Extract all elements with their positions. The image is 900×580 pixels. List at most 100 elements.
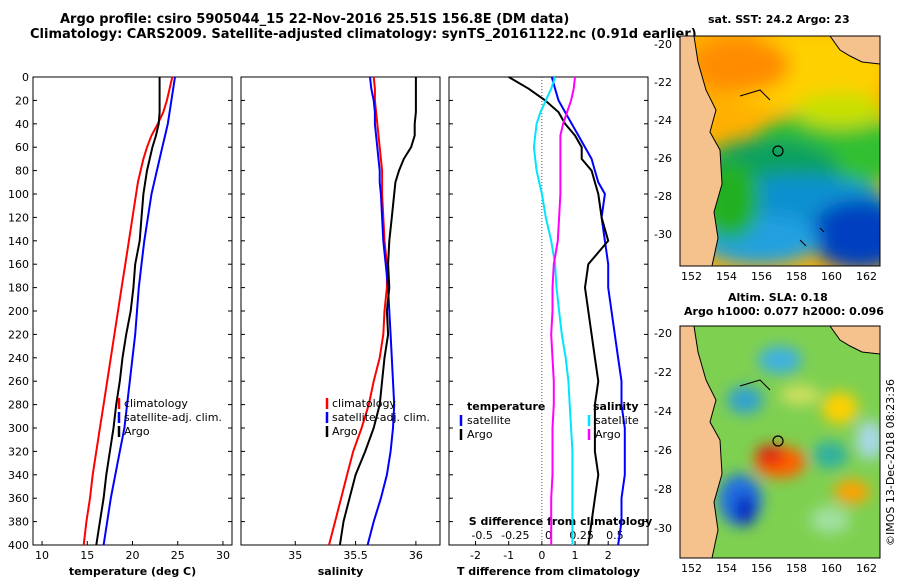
legend-title-salinity: salinity — [593, 400, 639, 413]
plot-frame — [32, 76, 233, 546]
y-tick-label: 180 — [8, 282, 29, 295]
legend-title-temperature: temperature — [467, 400, 545, 413]
s-diff-tick-label: -0.25 — [501, 529, 529, 542]
y-tick-label: 380 — [8, 516, 29, 529]
y-tick-label: 320 — [8, 445, 29, 458]
panel-salinity: 35 35.5 36 salinity climatologysatellite-adj… — [240, 76, 441, 578]
map-lon-tick-label: 154 — [716, 562, 737, 575]
argo-position-marker — [772, 145, 784, 157]
series-line-s-satellite — [532, 76, 574, 545]
map-lon-tick-label: 160 — [821, 562, 842, 575]
map-lon-tick-label: 152 — [681, 562, 702, 575]
sla-map-title-2: Argo h1000: 0.077 h2000: 0.096 — [684, 305, 884, 318]
legend-label: climatology — [332, 397, 396, 410]
y-tick-label: 80 — [15, 165, 29, 178]
legend-label: satellite-adj. clim. — [332, 411, 430, 424]
s-diff-tick-label: -0.5 — [471, 529, 492, 542]
s-diff-axis-label: S difference from climatology — [469, 515, 653, 528]
y-tick-label: 120 — [8, 211, 29, 224]
y-tick-label: 340 — [8, 469, 29, 482]
legend-label: Argo — [467, 428, 493, 441]
legend-label: Argo — [332, 425, 358, 438]
map-lat-tick-label: -28 — [654, 190, 672, 203]
map-lat-tick-label: -26 — [654, 444, 672, 457]
y-tick-label: 100 — [8, 188, 29, 201]
legend-label: climatology — [124, 397, 188, 410]
y-tick-label: 140 — [8, 235, 29, 248]
map-lat-tick-label: -22 — [654, 76, 672, 89]
map-lat-tick-label: -26 — [654, 152, 672, 165]
map-lat-tick-label: -20 — [654, 38, 672, 51]
map-lat-tick-label: -30 — [654, 522, 672, 535]
y-tick-label: 200 — [8, 305, 29, 318]
x-tick-label: -2 — [470, 549, 481, 562]
series-line-argo — [95, 77, 161, 546]
x-tick-label: 35.5 — [343, 549, 368, 562]
series-line-argo — [338, 77, 417, 546]
map-lat-tick-label: -28 — [654, 483, 672, 496]
x-axis-label: salinity — [318, 565, 364, 578]
y-tick-label: 60 — [15, 141, 29, 154]
series-line-s-argo — [550, 76, 576, 545]
series-line-climatology — [328, 76, 388, 546]
y-tick-label: 360 — [8, 492, 29, 505]
panel-difference: -2 -1 0 1 2 T difference from climatology -0.5… — [448, 76, 653, 578]
x-tick-label: 0 — [538, 549, 545, 562]
s-diff-tick-label: 0 — [545, 529, 552, 542]
sst-map-title: sat. SST: 24.2 Argo: 23 — [708, 13, 850, 26]
map-lon-tick-label: 158 — [786, 270, 807, 283]
y-tick-label: 260 — [8, 375, 29, 388]
y-tick-label: 240 — [8, 352, 29, 365]
legend-label: satellite — [595, 414, 639, 427]
x-axis-label: temperature (deg C) — [69, 565, 196, 578]
legend-label: satellite-adj. clim. — [124, 411, 222, 424]
plot-frame — [448, 76, 649, 546]
map-lon-tick-label: 152 — [681, 270, 702, 283]
panel-temperature: 0 20 40 60 80 100 120 140 160 180 200 220 240 260 280 3… — [8, 71, 233, 578]
x-tick-label: 2 — [605, 549, 612, 562]
x-tick-label: 10 — [35, 549, 49, 562]
map-lon-tick-label: 162 — [856, 562, 877, 575]
map-lat-tick-label: -24 — [654, 114, 672, 127]
argo-position-marker-sla — [772, 435, 784, 447]
title-line-1: Argo profile: csiro 5905044_15 22-Nov-20… — [60, 12, 570, 27]
map-lat-tick-label: -24 — [654, 405, 672, 418]
credit-text: ©IMOS 13-Dec-2018 08:23:36 — [884, 379, 897, 546]
x-tick-label: 1 — [572, 549, 579, 562]
map-lon-tick-label: 154 — [716, 270, 737, 283]
y-tick-label: 300 — [8, 422, 29, 435]
series-line-t-argo — [508, 76, 610, 546]
y-tick-label: 20 — [15, 94, 29, 107]
series-line-satellite-adj-clim- — [102, 76, 176, 546]
series-line-climatology — [82, 76, 174, 546]
sla-map-title-1: Altim. SLA: 0.18 — [728, 291, 828, 304]
legend-label: Argo — [124, 425, 150, 438]
legend-label: satellite — [467, 414, 511, 427]
map-lat-tick-label: -22 — [654, 366, 672, 379]
x-tick-label: 15 — [80, 549, 94, 562]
x-tick-label: 20 — [126, 549, 140, 562]
y-tick-label: 280 — [8, 399, 29, 412]
x-tick-label: 25 — [171, 549, 185, 562]
series-line-t-satellite — [550, 76, 626, 546]
series-line-satellite-adj-clim- — [366, 76, 396, 546]
map-lon-tick-label: 158 — [786, 562, 807, 575]
map-lon-tick-label: 160 — [821, 270, 842, 283]
sla-map — [680, 326, 880, 558]
s-diff-tick-label: 0.25 — [569, 529, 594, 542]
map-lon-tick-label: 162 — [856, 270, 877, 283]
y-tick-label: 40 — [15, 118, 29, 131]
title-line-2: Climatology: CARS2009. Satellite-adjuste… — [30, 27, 697, 42]
x-tick-label: -1 — [503, 549, 514, 562]
x-axis-label: T difference from climatology — [457, 565, 640, 578]
y-tick-label: 220 — [8, 328, 29, 341]
map-lon-tick-label: 156 — [751, 270, 772, 283]
legend-label: Argo — [595, 428, 621, 441]
map-lat-tick-label: -30 — [654, 228, 672, 241]
y-tick-label: 0 — [22, 71, 29, 84]
y-tick-label: 400 — [8, 539, 29, 552]
map-lat-tick-label: -20 — [654, 327, 672, 340]
sst-map — [680, 36, 880, 266]
x-tick-label: 35 — [288, 549, 302, 562]
